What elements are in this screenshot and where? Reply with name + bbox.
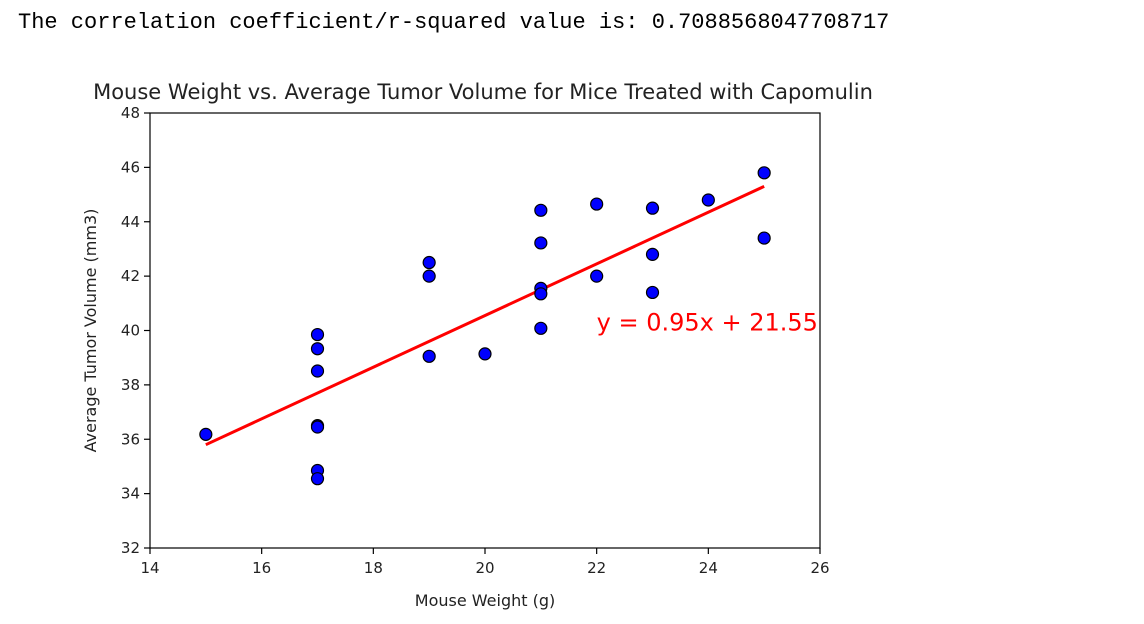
scatter-point [534,287,548,301]
x-axis-ticks: 14 16 18 20 22 24 26 [140,548,830,577]
scatter-point [310,342,325,356]
scatter-point [422,349,436,363]
scatter-point [757,231,771,245]
plot-frame [149,112,821,549]
scatter-point [590,197,604,211]
x-tick-label: 24 [699,559,718,577]
x-tick-label: 22 [587,559,606,577]
scatter-point [534,236,548,250]
scatter-point [422,255,436,270]
y-tick-label: 46 [121,158,140,176]
x-tick-label: 14 [140,559,159,577]
scatter-point [701,193,715,207]
scatter-point [645,247,660,261]
y-tick-label: 38 [121,376,140,394]
y-tick-label: 36 [121,430,140,448]
scatter-point [422,269,436,283]
y-tick-label: 40 [121,322,140,340]
x-axis-label: Mouse Weight (g) [415,591,555,610]
y-axis-label: Average Tumor Volume (mm3) [81,209,100,453]
scatter-point [534,203,548,217]
scatter-point [534,321,548,335]
y-tick-label: 42 [121,267,140,285]
x-tick-label: 16 [252,559,271,577]
scatter-point [757,166,771,180]
y-tick-label: 48 [121,104,140,122]
x-tick-label: 20 [475,559,494,577]
scatter-point [645,285,660,300]
regression-equation: y = 0.95x + 21.55 [597,309,818,337]
scatter-point [478,347,492,361]
correlation-output: The correlation coefficient/r-squared va… [18,10,890,35]
chart-title: Mouse Weight vs. Average Tumor Volume fo… [93,80,873,104]
scatter-point [310,472,325,486]
scatter-point [310,327,325,342]
scatter-point [310,364,325,378]
y-tick-label: 44 [121,213,140,231]
scatter-point [310,420,325,434]
y-axis-ticks: 32 34 36 38 40 42 44 46 48 [121,104,150,557]
scatter-point [199,427,213,441]
x-tick-label: 26 [810,559,829,577]
scatter-point [590,269,604,283]
scatter-point [645,201,660,215]
x-tick-label: 18 [364,559,383,577]
y-tick-label: 32 [121,539,140,557]
data-points [199,166,771,486]
regression-line [205,185,765,447]
y-tick-label: 34 [121,485,140,503]
